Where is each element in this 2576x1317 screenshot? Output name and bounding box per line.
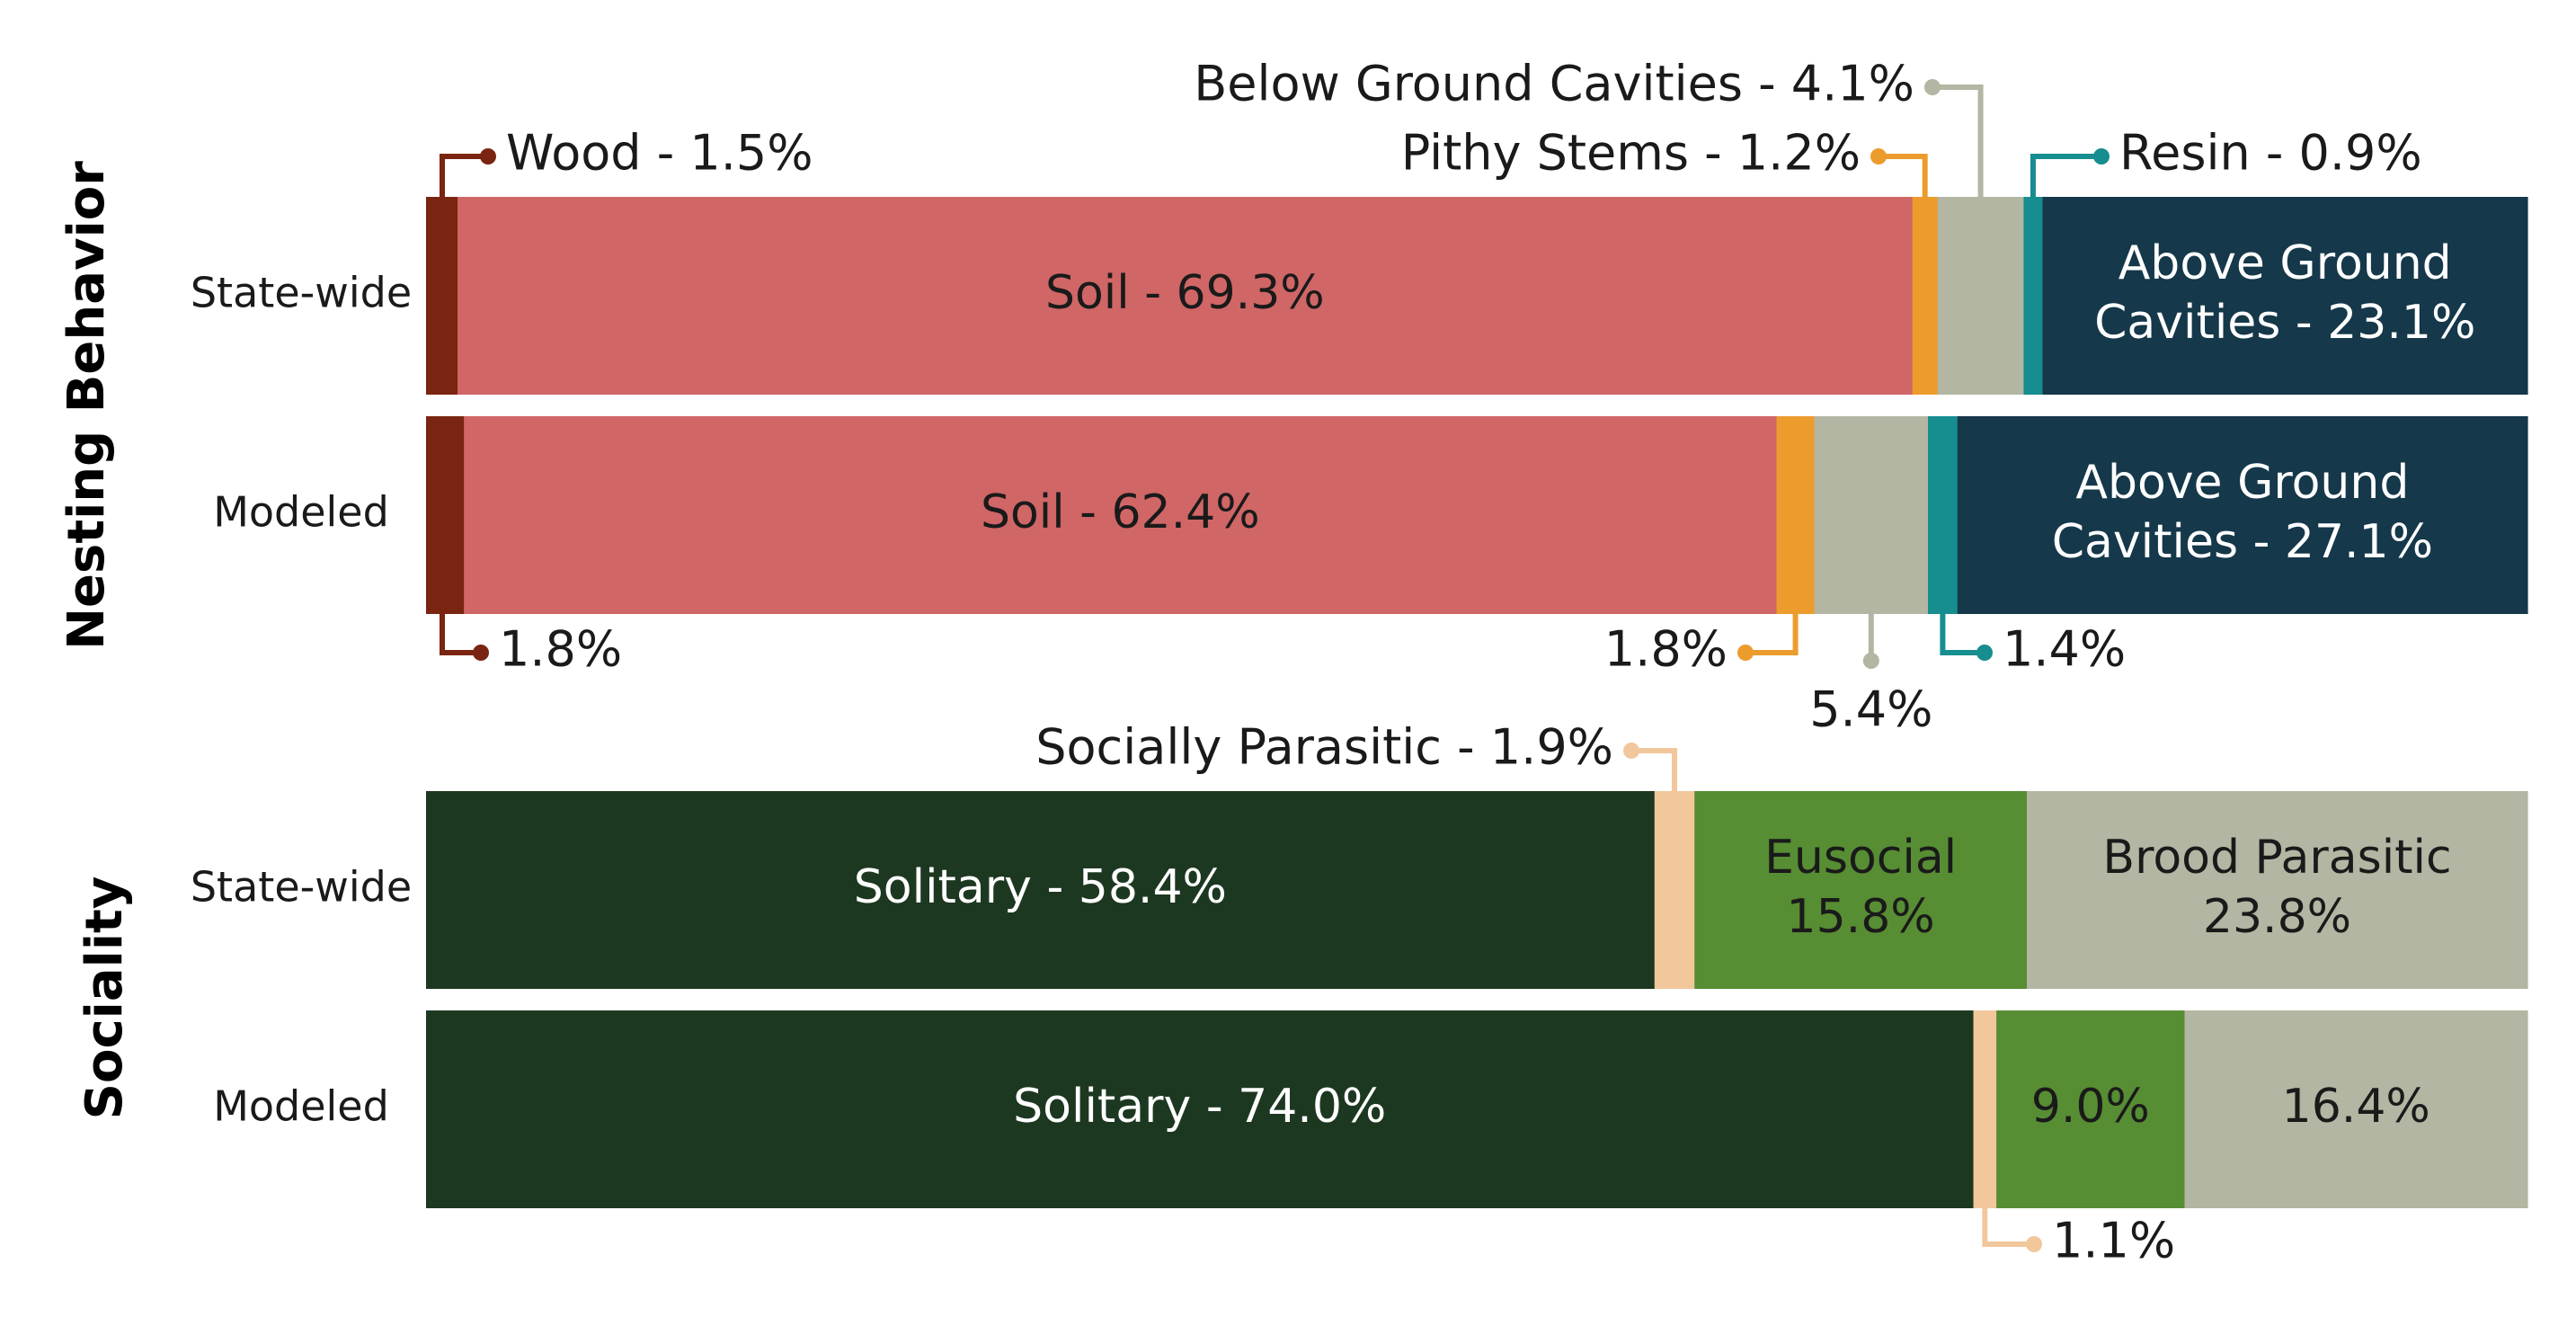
bar-segment-sociality-modeled-solitary [426, 1010, 1975, 1208]
callout-leader-dot [480, 148, 496, 165]
sociality-group-label: Sociality [76, 877, 134, 1120]
segment-label-sociality-modeled-solitary: Solitary - 74.0% [1013, 1080, 1386, 1134]
callout-label-nesting-behavior-modeled-wood: 1.8% [499, 621, 622, 678]
callout-leader-dot [1623, 743, 1639, 759]
bar-segment-nesting-behavior-state-wide-resin [2023, 197, 2044, 395]
bar-segment-sociality-state-wide-socially-parasitic [1654, 791, 1695, 989]
callout-leader-line [2030, 154, 2101, 197]
segment-label-sociality-state-wide-solitary: Solitary - 58.4% [854, 860, 1227, 914]
bar-segment-nesting-behavior-modeled-wood [426, 416, 465, 614]
bar-segment-sociality-modeled-eusocial [1996, 1010, 2186, 1208]
bar-segment-nesting-behavior-state-wide-wood [426, 197, 458, 395]
segment-label-nesting-behavior-modeled-soil: Soil - 62.4% [981, 485, 1260, 539]
callout-leader-line [440, 154, 488, 197]
callout-label-nesting-behavior-state-wide-resin: Resin - 0.9% [2119, 125, 2422, 182]
sociality-row-label-state-wide: State-wide [191, 863, 412, 912]
callout-label-sociality-modeled-socially-parasitic: 1.1% [2052, 1213, 2175, 1269]
callout-leader-dot [2093, 148, 2110, 165]
segment-label-sociality-state-wide-eusocial: Eusocial 15.8% [1764, 831, 1957, 944]
segment-label-sociality-state-wide-brood-parasitic: Brood Parasitic 23.8% [2102, 831, 2451, 944]
callout-label-nesting-behavior-modeled-pithy-stems: 1.8% [1604, 621, 1728, 678]
bar-segment-nesting-behavior-modeled-below-ground-cavities [1814, 416, 1929, 614]
bar-segment-sociality-state-wide-eusocial [1694, 791, 2028, 989]
callout-leader-line [1982, 1208, 2034, 1247]
bar-segment-sociality-state-wide-brood-parasitic [2026, 791, 2528, 989]
callout-label-nesting-behavior-modeled-resin: 1.4% [2003, 621, 2126, 678]
callout-label-nesting-behavior-state-wide-wood: Wood - 1.5% [506, 125, 813, 182]
bar-segment-sociality-modeled-brood-parasitic [2184, 1010, 2528, 1208]
callout-leader-dot [1924, 79, 1941, 95]
callout-leader-dot [1976, 645, 1993, 661]
bar-segment-nesting-behavior-state-wide-above-ground-cavities [2042, 197, 2528, 395]
segment-label-nesting-behavior-modeled-above-ground-cavities: Above Ground Cavities - 27.1% [2052, 456, 2433, 569]
callout-leader-line [1879, 154, 1928, 197]
segment-label-sociality-modeled-eusocial: 9.0% [2031, 1080, 2150, 1134]
bar-segment-nesting-behavior-modeled-pithy-stems [1776, 416, 1816, 614]
callout-leader-line [1940, 614, 1985, 655]
callout-leader-line [1631, 748, 1677, 791]
callout-leader-dot [2026, 1236, 2042, 1252]
callout-leader-line [1932, 85, 1984, 197]
callout-leader-dot [1870, 148, 1887, 165]
callout-leader-dot [1862, 653, 1879, 669]
callout-leader-line [440, 614, 481, 655]
bar-segment-sociality-state-wide-solitary [426, 791, 1656, 989]
nesting-behavior-row-label-state-wide: State-wide [191, 269, 412, 317]
callout-leader-dot [1737, 645, 1754, 661]
nesting-behavior-row-label-modeled: Modeled [213, 488, 389, 537]
bar-segment-sociality-modeled-socially-parasitic [1973, 1010, 1997, 1208]
sociality-row-label-modeled: Modeled [213, 1082, 389, 1131]
bar-segment-nesting-behavior-state-wide-below-ground-cavities [1937, 197, 2025, 395]
bar-segment-nesting-behavior-modeled-soil [464, 416, 1778, 614]
bar-segment-nesting-behavior-state-wide-pithy-stems [1912, 197, 1939, 395]
segment-label-nesting-behavior-state-wide-above-ground-cavities: Above Ground Cavities - 23.1% [2094, 236, 2475, 350]
segment-label-nesting-behavior-state-wide-soil: Soil - 69.3% [1045, 266, 1325, 320]
callout-label-nesting-behavior-state-wide-below-ground-cavities: Below Ground Cavities - 4.1% [1194, 56, 1914, 112]
bar-segment-nesting-behavior-modeled-above-ground-cavities [1957, 416, 2528, 614]
callout-label-nesting-behavior-modeled-below-ground-cavities: 5.4% [1809, 681, 1932, 738]
segment-label-sociality-modeled-brood-parasitic: 16.4% [2282, 1080, 2430, 1134]
callout-label-nesting-behavior-state-wide-pithy-stems: Pithy Stems - 1.2% [1401, 125, 1861, 182]
bar-segment-nesting-behavior-modeled-resin [1928, 416, 1959, 614]
callout-leader-line [1745, 614, 1799, 655]
nesting-behavior-group-label: Nesting Behavior [58, 161, 116, 650]
callout-label-sociality-state-wide-socially-parasitic: Socially Parasitic - 1.9% [1035, 719, 1613, 776]
callout-leader-dot [473, 645, 489, 661]
bar-segment-nesting-behavior-state-wide-soil [457, 197, 1914, 395]
